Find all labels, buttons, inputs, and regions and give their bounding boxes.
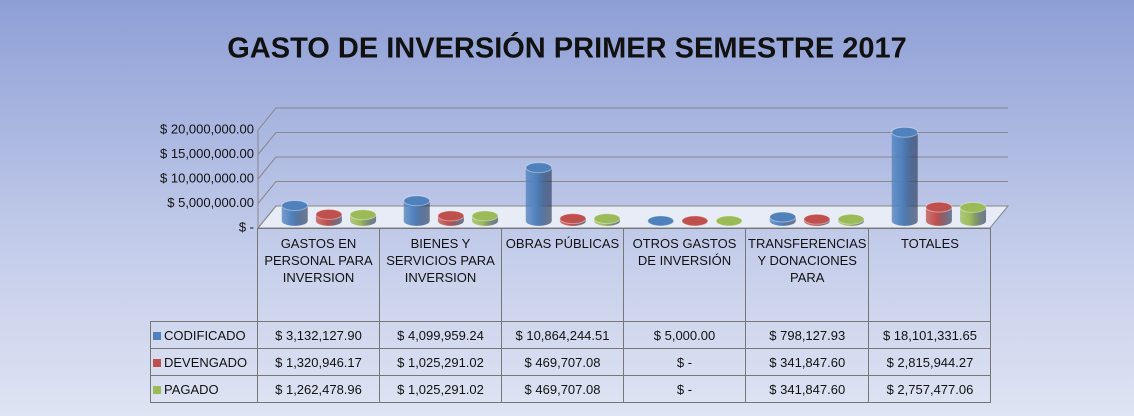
bar xyxy=(349,209,377,226)
legend-entry: PAGADO xyxy=(150,375,258,403)
legend-key xyxy=(153,331,161,340)
value-label: $ 1,025,291.02 xyxy=(379,348,502,376)
bar-top xyxy=(349,209,377,221)
value-label: $ - xyxy=(623,348,746,376)
value-label: $ 5,000.00 xyxy=(623,321,746,349)
bar xyxy=(837,213,865,226)
category-label: OBRAS PÚBLICAS xyxy=(501,228,624,322)
grid-line xyxy=(257,132,1008,155)
bar-body xyxy=(403,200,430,226)
bar-top xyxy=(647,215,675,227)
value-label: $ - xyxy=(623,375,746,403)
bar-top xyxy=(681,215,709,227)
bar-top xyxy=(959,201,987,213)
bar xyxy=(959,201,987,226)
header-row: GASTOS EN PERSONAL PARA INVERSION BIENES … xyxy=(151,228,992,322)
bar-top xyxy=(559,213,587,225)
legend-key xyxy=(153,385,161,394)
grid-line xyxy=(257,156,1008,180)
bar xyxy=(681,215,709,227)
category-label: GASTOS EN PERSONAL PARA INVERSION xyxy=(257,228,380,322)
bar-body xyxy=(525,167,552,226)
bar-top xyxy=(525,162,553,174)
bar xyxy=(803,213,831,226)
bar-top xyxy=(437,210,465,222)
y-tick-label: $ 20,000,000.00 xyxy=(160,121,254,136)
bar xyxy=(437,210,465,226)
bar-top xyxy=(471,210,499,222)
series-row: CODIFICADO $ 3,132,127.90 $ 4,099,959.24 $ … xyxy=(150,321,992,349)
bar xyxy=(315,208,343,226)
bar-top xyxy=(403,195,431,207)
y-tick-label: $ - xyxy=(239,219,254,234)
legend-key xyxy=(153,358,161,367)
value-label: $ 1,320,946.17 xyxy=(257,348,380,376)
value-label: $ 3,132,127.90 xyxy=(257,321,380,349)
value-label: $ 1,262,478.96 xyxy=(257,375,380,403)
bar-body xyxy=(960,207,987,226)
value-label: $ 2,757,477.06 xyxy=(868,375,992,403)
value-label: $ 18,101,331.65 xyxy=(868,321,992,349)
bar xyxy=(647,215,675,227)
value-label: $ 341,847.60 xyxy=(744,348,870,376)
bar xyxy=(925,201,953,226)
y-tick-label: $ 15,000,000.00 xyxy=(160,146,254,161)
bar-top xyxy=(891,126,919,138)
value-label: $ 10,864,244.51 xyxy=(501,321,624,349)
y-tick-label: $ 10,000,000.00 xyxy=(160,170,254,185)
bar-top xyxy=(315,208,343,220)
bar xyxy=(769,211,797,226)
bar xyxy=(559,213,587,226)
bar xyxy=(471,210,499,226)
bar xyxy=(593,213,621,226)
bar-top xyxy=(803,213,831,225)
legend-label: PAGADO xyxy=(164,381,219,397)
bar-top xyxy=(715,215,743,227)
bar-top xyxy=(837,213,865,225)
grid-line xyxy=(257,181,1008,204)
series-row: DEVENGADO $ 1,320,946.17 $ 1,025,291.02 $ 4… xyxy=(150,348,992,376)
bar-body xyxy=(281,205,308,226)
bar xyxy=(403,195,431,226)
bar-top xyxy=(281,200,309,212)
category-label: OTROS GASTOS DE INVERSIÓN xyxy=(623,228,746,322)
bar-body xyxy=(891,132,918,226)
data-table: GASTOS EN PERSONAL PARA INVERSION BIENES … xyxy=(150,228,992,403)
value-label: $ 4,099,959.24 xyxy=(379,321,502,349)
y-tick-label: $ 5,000,000.00 xyxy=(167,195,254,210)
bar-top xyxy=(769,211,797,223)
value-label: $ 469,707.08 xyxy=(501,375,624,403)
value-label: $ 2,815,944.27 xyxy=(868,348,992,376)
bar-top xyxy=(925,201,953,213)
legend-label: DEVENGADO xyxy=(164,354,248,370)
bar xyxy=(891,126,919,226)
bar xyxy=(281,200,309,226)
bar-top xyxy=(593,213,621,225)
legend-entry: CODIFICADO xyxy=(150,321,258,349)
bar-body xyxy=(925,207,952,226)
value-label: $ 1,025,291.02 xyxy=(379,375,502,403)
bar xyxy=(525,162,553,226)
category-label: TRANSFERENCIAS Y DONACIONES PARA xyxy=(744,228,870,322)
value-label: $ 798,127.93 xyxy=(744,321,870,349)
value-label: $ 469,707.08 xyxy=(501,348,624,376)
value-label: $ 341,847.60 xyxy=(744,375,870,403)
grid-line xyxy=(257,107,1008,131)
bar xyxy=(715,215,743,227)
category-label: BIENES Y SERVICIOS PARA INVERSION xyxy=(379,228,502,322)
chart-title: GASTO DE INVERSIÓN PRIMER SEMESTRE 2017 xyxy=(227,31,907,65)
blank xyxy=(151,229,258,322)
category-label: TOTALES xyxy=(868,228,992,322)
legend-label: CODIFICADO xyxy=(164,327,246,343)
grid-line xyxy=(257,205,1008,229)
legend-entry: DEVENGADO xyxy=(150,348,258,376)
series-row: PAGADO $ 1,262,478.96 $ 1,025,291.02 $ 469,… xyxy=(150,375,992,403)
